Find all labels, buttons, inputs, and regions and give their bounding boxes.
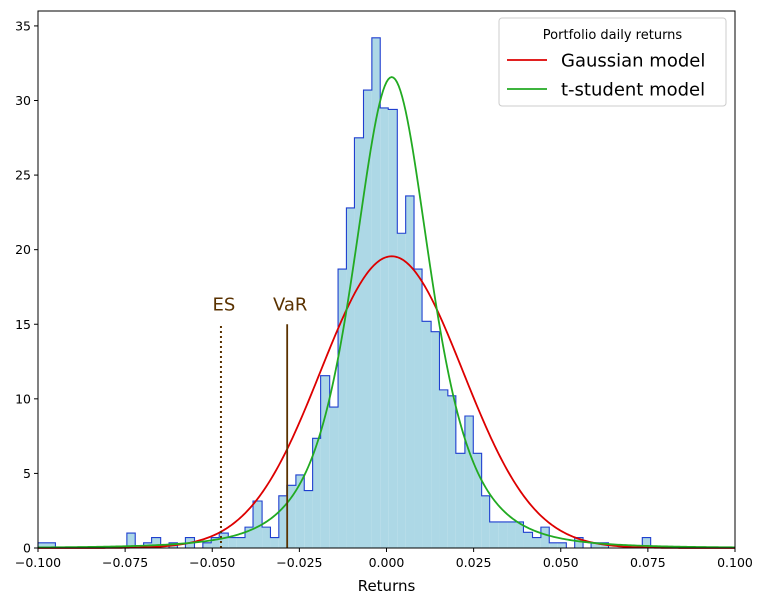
- y-tick-label: 15: [15, 317, 31, 332]
- histogram-bar: [219, 533, 229, 548]
- histogram-bar: [304, 490, 313, 548]
- histogram-bar: [329, 407, 339, 548]
- x-tick-label: −0.100: [15, 555, 61, 570]
- x-tick-label: 0.100: [717, 555, 753, 570]
- legend-box: [498, 17, 727, 107]
- histogram-bar: [228, 537, 237, 548]
- histogram-bar: [515, 521, 524, 548]
- histogram: [37, 37, 659, 549]
- histogram-bar: [532, 537, 541, 548]
- histogram-bar: [270, 537, 279, 548]
- histogram-bar: [642, 537, 651, 548]
- x-tick-label: 0.000: [369, 555, 405, 570]
- histogram-bar: [540, 527, 550, 548]
- legend: Portfolio daily returns Gaussian model t-…: [498, 17, 727, 107]
- x-tick-label: 0.075: [630, 555, 666, 570]
- y-tick-label: 35: [15, 18, 31, 33]
- histogram-bar: [151, 537, 161, 548]
- histogram-bar: [354, 137, 364, 548]
- es-label: ES: [213, 294, 236, 315]
- histogram-bar: [295, 474, 305, 548]
- histogram-bar: [447, 395, 456, 548]
- histogram-bar: [591, 542, 601, 548]
- histogram-bar: [455, 453, 465, 548]
- histogram-bar: [363, 90, 372, 548]
- legend-title: Portfolio daily returns: [543, 28, 683, 43]
- histogram-bar: [211, 537, 220, 548]
- histogram-outline: [37, 37, 659, 549]
- legend-label-gaussian: Gaussian model: [561, 51, 705, 72]
- histogram-bar: [557, 542, 567, 548]
- x-axis-label: Returns: [358, 577, 416, 595]
- histogram-bar: [126, 533, 136, 548]
- histogram-bar: [523, 532, 533, 548]
- histogram-bar: [286, 485, 296, 548]
- histogram-bar: [202, 542, 212, 548]
- histogram-bar: [388, 109, 398, 548]
- histogram-bar: [498, 521, 508, 548]
- x-tick-label: 0.025: [456, 555, 492, 570]
- x-tick-label: −0.025: [276, 555, 322, 570]
- histogram-bar: [338, 269, 347, 548]
- histogram-bar: [262, 527, 271, 548]
- histogram-bar: [431, 331, 440, 548]
- y-tick-label: 0: [23, 541, 31, 556]
- y-tick-label: 30: [15, 93, 31, 108]
- histogram-bar: [380, 107, 389, 548]
- histogram-bar: [473, 453, 482, 548]
- histogram-bar: [489, 521, 499, 548]
- histogram-bar: [549, 542, 558, 548]
- histogram-bar: [574, 537, 584, 548]
- histogram-bar: [278, 495, 287, 548]
- x-tick-label: −0.075: [102, 555, 148, 570]
- legend-entries: Gaussian model t-student model: [507, 51, 705, 101]
- histogram-bar: [481, 495, 490, 548]
- histogram-bar: [439, 389, 448, 548]
- histogram-bar: [507, 521, 516, 548]
- histogram-bar: [253, 501, 263, 548]
- legend-label-t-student: t-student model: [561, 80, 705, 101]
- histogram-bar: [422, 321, 432, 548]
- var-label: VaR: [273, 294, 307, 315]
- histogram-bar: [346, 207, 355, 548]
- histogram-bar: [414, 269, 423, 548]
- model-curves: [37, 76, 736, 549]
- histogram-bar: [38, 542, 56, 548]
- histogram-bar: [405, 195, 415, 548]
- histogram-bar: [236, 537, 246, 548]
- histogram-bar: [312, 438, 321, 548]
- histogram-bar: [245, 527, 254, 548]
- annotations: ES VaR: [213, 294, 307, 548]
- y-axis-ticks: 0 5 10 15 20 25 30 35: [15, 18, 38, 556]
- histogram-bar: [397, 233, 406, 548]
- x-tick-label: 0.050: [543, 555, 579, 570]
- histogram-bar: [320, 375, 330, 548]
- t-student-model-line: [37, 76, 736, 549]
- x-tick-label: −0.050: [189, 555, 235, 570]
- gaussian-model-line: [38, 255, 735, 549]
- y-tick-label: 10: [15, 391, 31, 406]
- y-tick-label: 20: [15, 242, 31, 257]
- histogram-bar: [371, 37, 381, 548]
- y-tick-label: 5: [23, 466, 31, 481]
- y-tick-label: 25: [15, 168, 31, 183]
- histogram-bar: [464, 415, 474, 548]
- x-axis-ticks: −0.100 −0.075 −0.050 −0.025 0.000 0.025 0.050 0…: [15, 548, 753, 570]
